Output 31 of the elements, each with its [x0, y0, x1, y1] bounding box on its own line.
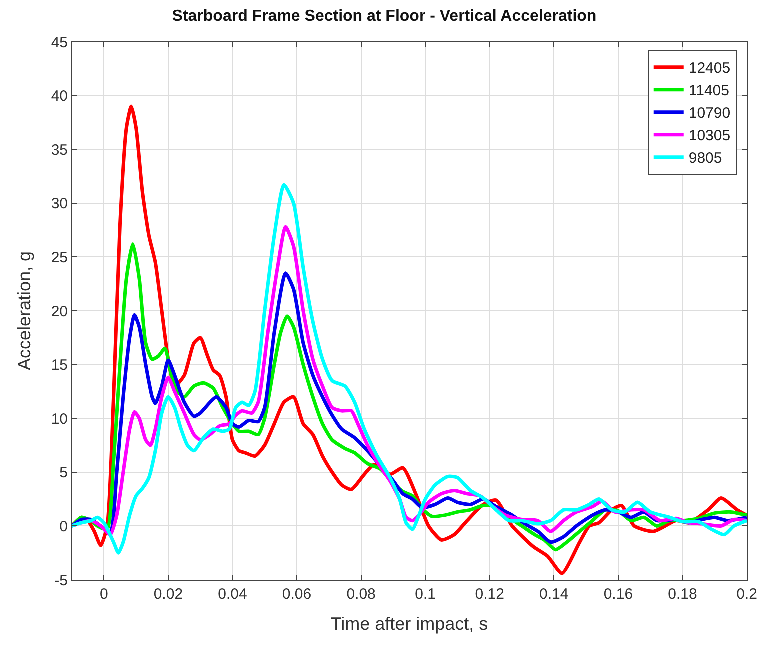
y-tick-label: 15	[51, 357, 68, 374]
y-tick-label: 45	[51, 34, 68, 52]
y-tick-label: 0	[60, 518, 68, 536]
x-tick-label: 0.2	[736, 586, 758, 603]
y-tick-label: -5	[54, 572, 68, 590]
x-tick-label: 0.16	[604, 586, 634, 603]
y-tick-label: 40	[51, 88, 68, 106]
legend-label: 10790	[688, 105, 731, 122]
x-tick-label: 0.18	[668, 586, 698, 603]
x-tick-label: 0.14	[540, 586, 569, 603]
x-tick-label: 0.12	[475, 586, 504, 603]
legend-label: 9805	[688, 150, 722, 168]
x-tick-label: 0	[100, 586, 108, 603]
x-tick-label: 0.08	[346, 586, 376, 603]
y-tick-label: 20	[51, 303, 68, 320]
legend-label: 11405	[688, 82, 730, 100]
y-tick-label: 25	[51, 249, 68, 266]
x-tick-label: 0.1	[415, 586, 436, 603]
chart-title: Starboard Frame Section at Floor - Vertical Acceleration	[172, 8, 597, 25]
x-tick-label: 0.06	[282, 586, 312, 603]
legend-label: 12405	[688, 60, 731, 78]
y-tick-label: 10	[51, 410, 68, 428]
line-series	[72, 183, 747, 555]
y-tick-label: 30	[51, 196, 68, 213]
y-tick-label: 35	[51, 142, 68, 159]
x-tick-label: 0.04	[218, 586, 248, 603]
x-tick-label: 0.02	[154, 586, 184, 603]
legend-label: 10305	[688, 128, 731, 145]
y-axis-title: Acceleration, g	[14, 251, 35, 371]
x-axis-title: Time after impact, s	[330, 614, 488, 634]
y-tick-label: 5	[60, 464, 68, 482]
